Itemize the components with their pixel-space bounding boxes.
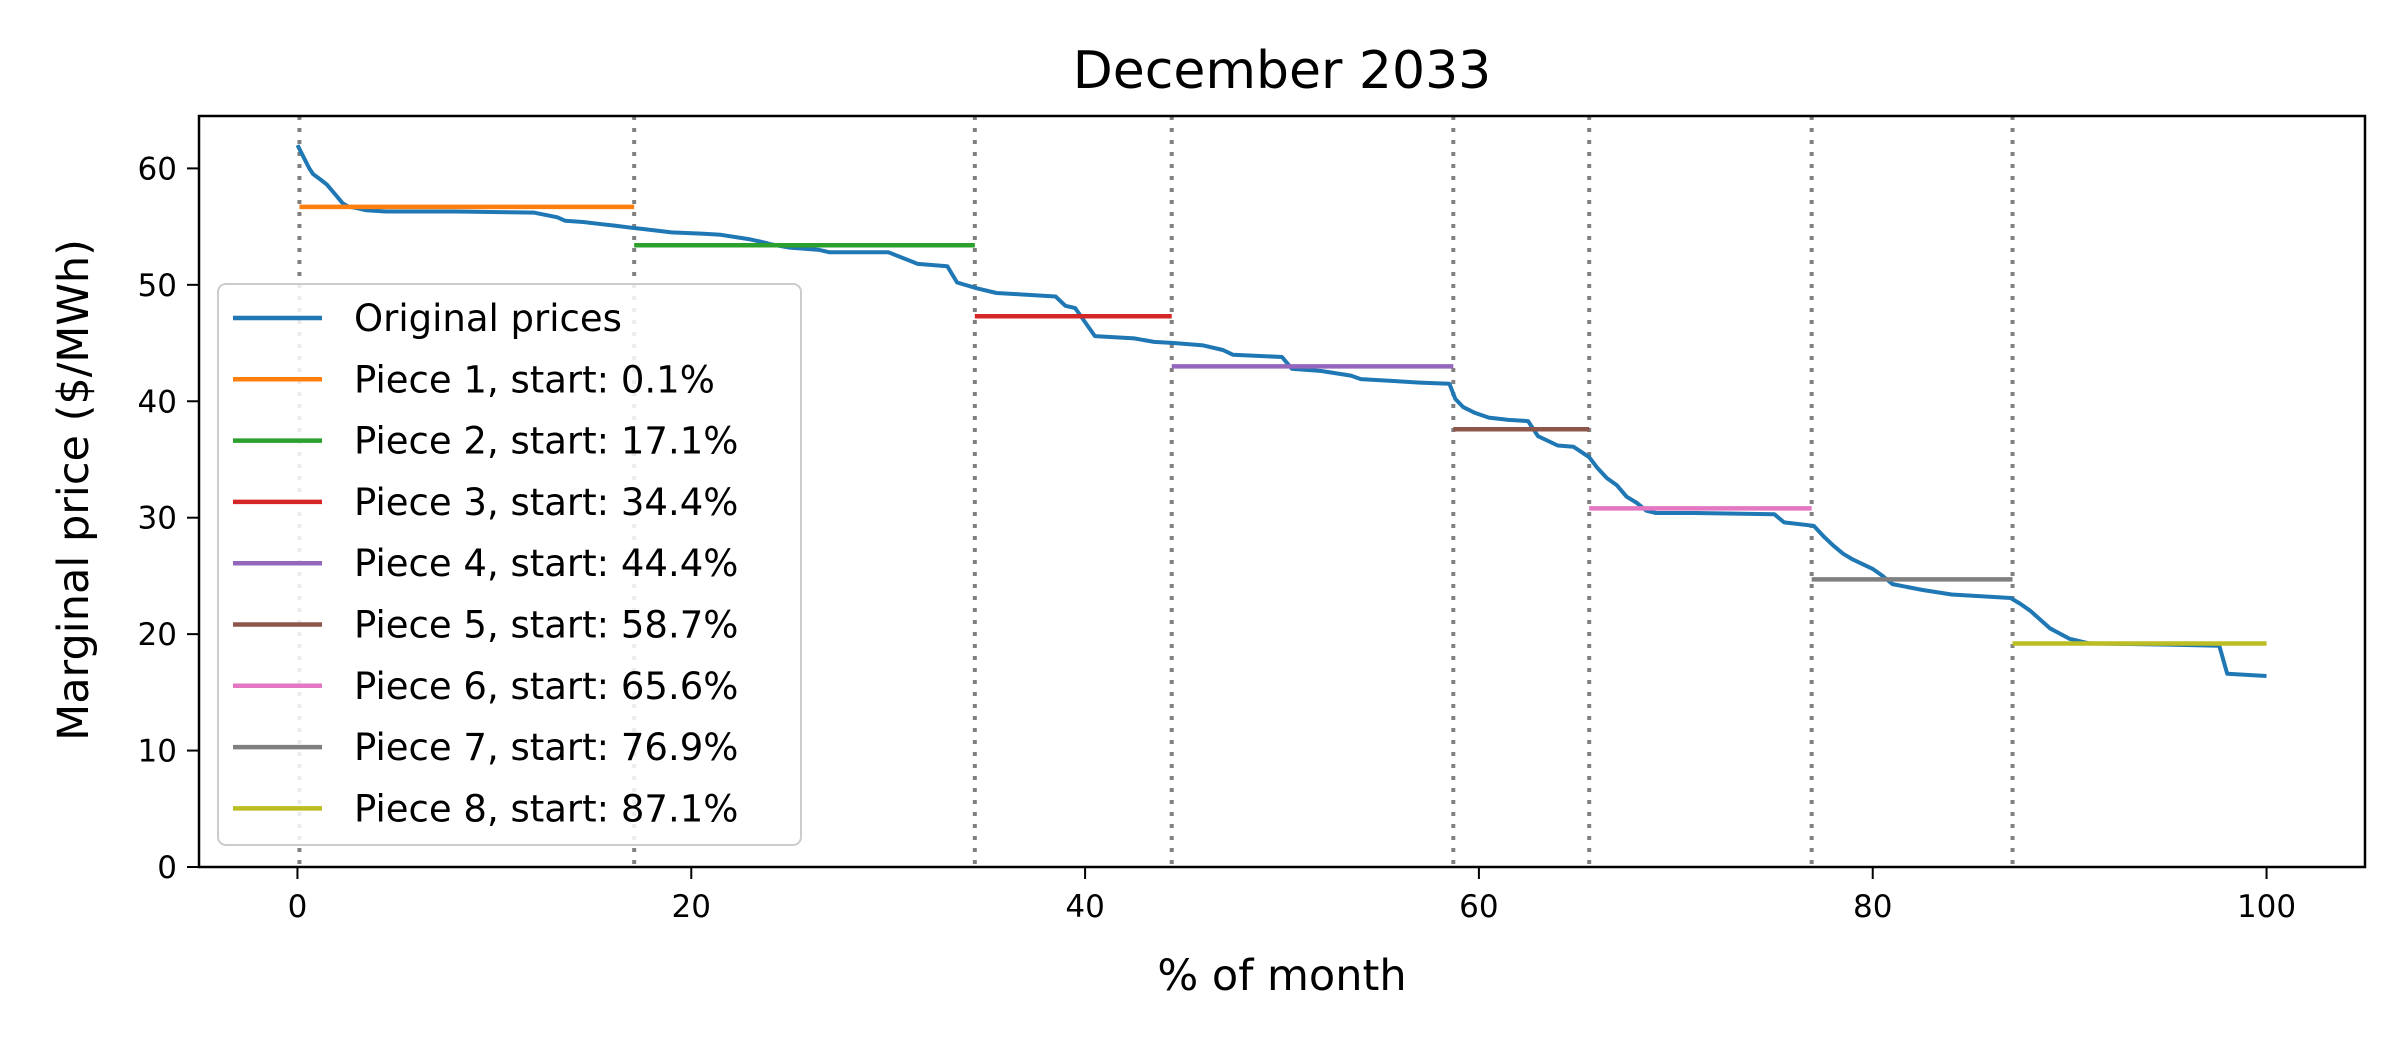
y-tick-label-30: 30 bbox=[138, 501, 177, 537]
y-tick-label-0: 0 bbox=[157, 850, 177, 886]
y-tick-label-40: 40 bbox=[138, 384, 177, 420]
x-tick-label-80: 80 bbox=[1853, 889, 1892, 925]
legend-label-0: Original prices bbox=[354, 297, 622, 340]
y-axis-label: Marginal price ($/MWh) bbox=[49, 239, 99, 741]
plot-area: 0 20 40 60 80 100 0 10 20 30 40 50 60 Original prices… bbox=[138, 114, 2367, 925]
legend-label-2: Piece 2, start: 17.1% bbox=[354, 420, 738, 463]
legend-label-7: Piece 7, start: 76.9% bbox=[354, 726, 738, 769]
original-prices-line bbox=[295, 144, 2267, 678]
y-tick-label-20: 20 bbox=[138, 617, 177, 653]
legend-label-3: Piece 3, start: 34.4% bbox=[354, 481, 738, 524]
plot-frame bbox=[197, 114, 2367, 869]
y-tick-label-50: 50 bbox=[138, 268, 177, 304]
x-tick-label-40: 40 bbox=[1065, 889, 1104, 925]
legend-label-4: Piece 4, start: 44.4% bbox=[354, 542, 738, 585]
x-tick-label-60: 60 bbox=[1459, 889, 1498, 925]
y-tick-label-60: 60 bbox=[138, 151, 177, 187]
legend-box bbox=[217, 283, 802, 846]
x-tick-label-100: 100 bbox=[2237, 889, 2296, 925]
legend-label-1: Piece 1, start: 0.1% bbox=[354, 358, 715, 401]
legend-label-8: Piece 8, start: 87.1% bbox=[354, 787, 738, 830]
y-tick-label-10: 10 bbox=[138, 734, 177, 770]
legend: Original prices Piece 1, start: 0.1% Piece… bbox=[217, 283, 802, 846]
x-tick-label-20: 20 bbox=[672, 889, 711, 925]
x-tick-label-0: 0 bbox=[288, 889, 308, 925]
legend-label-5: Piece 5, start: 58.7% bbox=[354, 604, 738, 647]
chart-title: December 2033 bbox=[1073, 41, 1492, 101]
legend-label-6: Piece 6, start: 65.6% bbox=[354, 665, 738, 708]
x-axis-label: % of month bbox=[1157, 951, 1406, 1001]
